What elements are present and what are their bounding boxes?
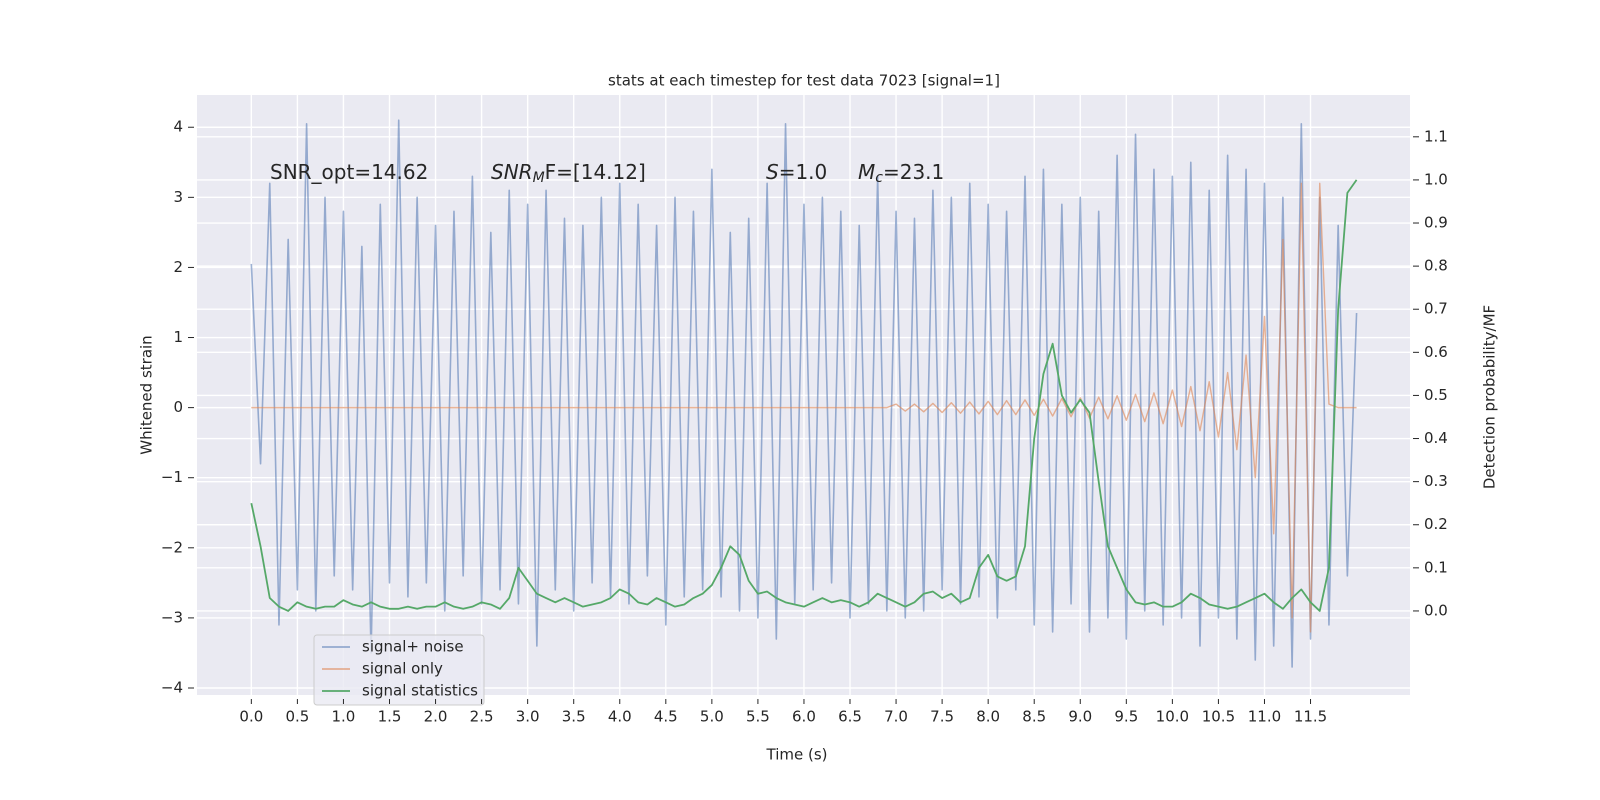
legend-label: signal statistics bbox=[362, 682, 478, 700]
y2-tick-label: 0.8 bbox=[1424, 257, 1448, 275]
x-tick-label: 8.5 bbox=[1022, 708, 1046, 726]
annotation-part: M bbox=[533, 170, 545, 186]
x-tick-label: 6.0 bbox=[792, 708, 816, 726]
y-tick-label: −3 bbox=[161, 608, 183, 626]
y2-tick-label: 0.9 bbox=[1424, 214, 1448, 232]
x-tick-label: 10.0 bbox=[1156, 708, 1189, 726]
y2-tick-label: 0.5 bbox=[1424, 386, 1448, 404]
chart-title: stats at each timestep for test data 702… bbox=[608, 72, 1000, 90]
y2-tick-label: 0.7 bbox=[1424, 300, 1448, 318]
x-tick-label: 5.5 bbox=[746, 708, 770, 726]
x-tick-label: 11.0 bbox=[1248, 708, 1281, 726]
x-tick-label: 2.5 bbox=[470, 708, 494, 726]
y-tick-label: 0 bbox=[173, 398, 183, 416]
x-tick-label: 1.0 bbox=[332, 708, 356, 726]
y-tick-label: −4 bbox=[161, 678, 183, 696]
x-tick-label: 3.5 bbox=[562, 708, 586, 726]
annotation: Mc=23.1 bbox=[858, 160, 944, 187]
annotations: SNR_opt=14.62 SNRMF=[14.12] S=1.0 Mc=23.1 bbox=[270, 160, 944, 187]
series-line bbox=[250, 179, 1358, 612]
series-line bbox=[251, 182, 1357, 633]
annotation: S=1.0 bbox=[766, 160, 827, 184]
x-tick-label: 7.0 bbox=[884, 708, 908, 726]
y2-tick-label: 1.1 bbox=[1424, 127, 1448, 145]
y2-tick-label: 1.0 bbox=[1424, 170, 1448, 188]
y-tick-label: 1 bbox=[173, 328, 183, 346]
x-tick-label: 4.0 bbox=[608, 708, 632, 726]
x-tick-label: 1.5 bbox=[378, 708, 402, 726]
x-tick-label: 0.0 bbox=[239, 708, 263, 726]
y-tick-label: −2 bbox=[161, 538, 183, 556]
x-tick-label: 3.0 bbox=[516, 708, 540, 726]
legend-label: signal only bbox=[362, 660, 443, 678]
y-tick-label: 2 bbox=[173, 258, 183, 276]
y-tick-label: −1 bbox=[161, 468, 183, 486]
x-tick-label: 5.0 bbox=[700, 708, 724, 726]
x-axis-label: Time (s) bbox=[766, 746, 828, 764]
x-tick-label: 0.5 bbox=[285, 708, 309, 726]
y2-axis-label: Detection probability/MF bbox=[1481, 305, 1499, 489]
y-axis-label: Whitened strain bbox=[138, 335, 156, 454]
y2-tick-label: 0.3 bbox=[1424, 472, 1448, 490]
annotation-part: SNR bbox=[491, 160, 533, 184]
y2-tick-label: 0.4 bbox=[1424, 429, 1448, 447]
y-tick-label: 4 bbox=[173, 118, 183, 136]
data bbox=[250, 119, 1358, 668]
y2-tick-label: 0.1 bbox=[1424, 558, 1448, 576]
annotation-part: =23.1 bbox=[883, 160, 944, 184]
x-tick-label: 9.0 bbox=[1068, 708, 1092, 726]
x-tick-label: 6.5 bbox=[838, 708, 862, 726]
legend: signal+ noise signal only signal statistic… bbox=[313, 634, 485, 706]
annotation: SNR_opt=14.62 bbox=[270, 160, 428, 184]
annotation-part: =1.0 bbox=[779, 160, 828, 184]
x-tick-label: 2.0 bbox=[424, 708, 448, 726]
series-line bbox=[250, 119, 1358, 668]
y2-tick-label: 0.6 bbox=[1424, 343, 1448, 361]
x-tick-label: 11.5 bbox=[1294, 708, 1327, 726]
legend-label: signal+ noise bbox=[362, 638, 464, 656]
y-tick-label: 3 bbox=[173, 188, 183, 206]
annotation-part: M bbox=[858, 160, 875, 184]
x-tick-label: 10.5 bbox=[1202, 708, 1235, 726]
y2-tick-label: 0.2 bbox=[1424, 515, 1448, 533]
x-tick-label: 7.5 bbox=[930, 708, 954, 726]
x-tick-label: 4.5 bbox=[654, 708, 678, 726]
annotation-part: SNR_opt=14.62 bbox=[270, 160, 428, 184]
x-tick-label: 9.5 bbox=[1114, 708, 1138, 726]
annotation-part: S bbox=[766, 160, 779, 184]
annotation-part: F=[14.12] bbox=[545, 160, 646, 184]
annotation: SNRMF=[14.12] bbox=[491, 160, 646, 187]
annotation-part: c bbox=[875, 170, 883, 186]
legend-box bbox=[313, 634, 485, 706]
x-tick-label: 8.0 bbox=[976, 708, 1000, 726]
y2-tick-label: 0.0 bbox=[1424, 601, 1448, 619]
